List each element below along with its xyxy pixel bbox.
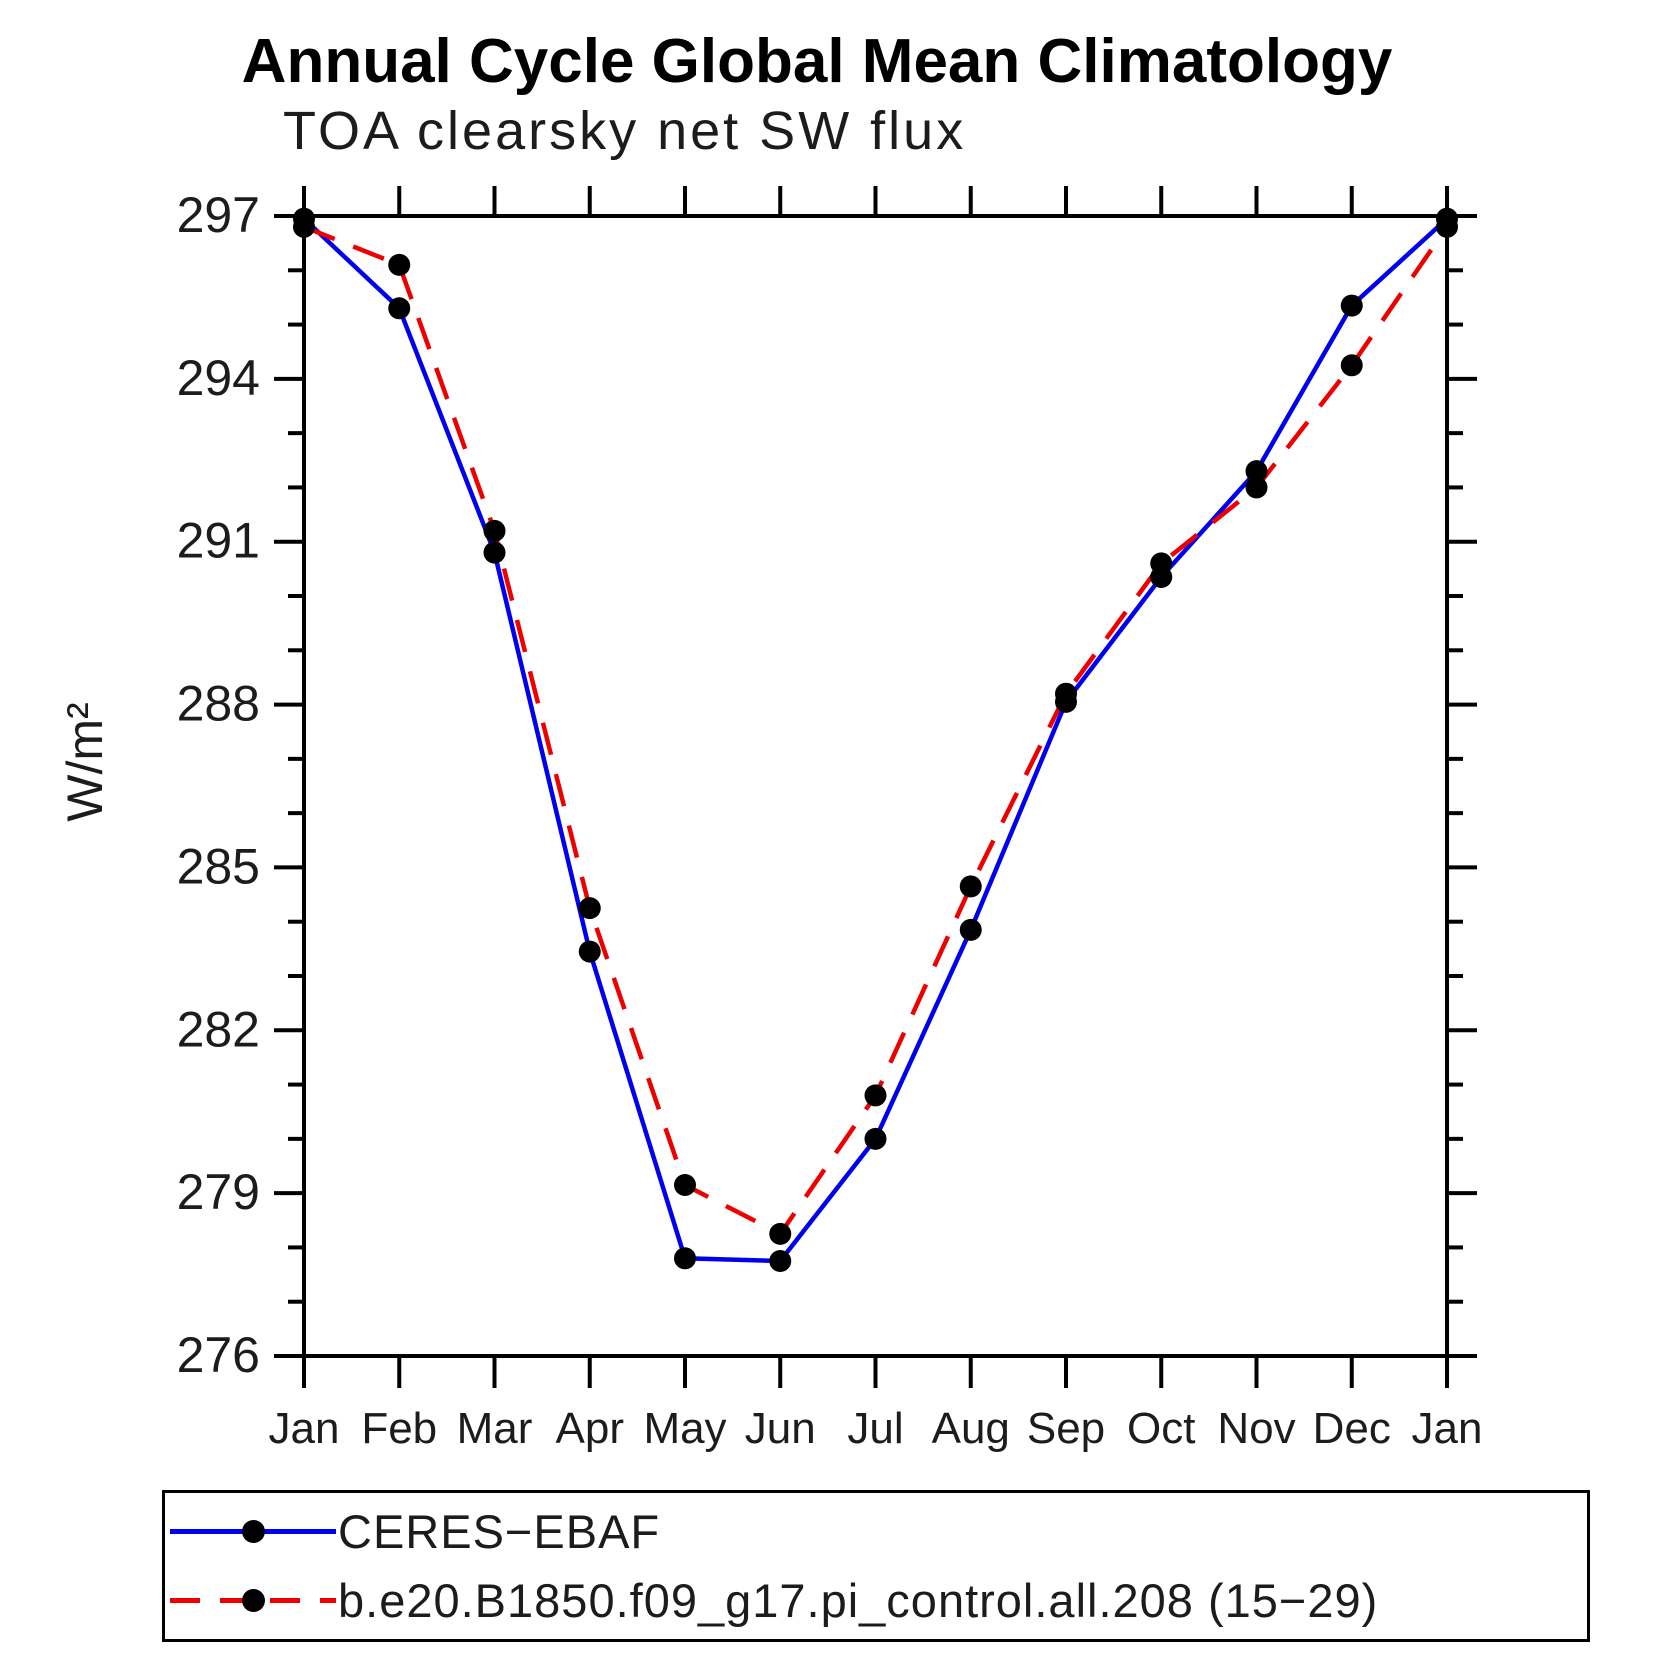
legend: CERES−EBAF b.e20.B1850.f09_g17.pi_contro… — [162, 1490, 1590, 1642]
legend-swatch-dashed-line — [170, 1588, 336, 1612]
data-point-series1-Apr — [578, 897, 601, 920]
data-point-series0-Feb — [388, 297, 411, 320]
legend-swatch-solid-line — [170, 1520, 336, 1544]
data-point-series0-Jun — [769, 1250, 792, 1272]
data-point-series0-Jul — [864, 1127, 887, 1150]
data-point-series1-May — [674, 1174, 696, 1196]
x-tick-label: Jan — [1412, 1404, 1483, 1453]
data-point-series1-Jan — [293, 215, 315, 238]
x-tick-label: Aug — [932, 1404, 1010, 1453]
legend-item-ceres-ebaf: CERES−EBAF — [165, 1502, 1587, 1562]
data-point-series0-Mar — [483, 541, 506, 564]
dot-marker-icon — [242, 1520, 265, 1544]
y-tick-label: 294 — [177, 350, 260, 406]
data-point-series1-Feb — [388, 253, 411, 276]
x-tick-label: May — [643, 1404, 726, 1453]
y-tick-label: 297 — [177, 187, 260, 243]
data-point-series0-Dec — [1340, 294, 1363, 317]
x-tick-label: Nov — [1217, 1404, 1295, 1453]
y-tick-label: 291 — [177, 513, 260, 569]
x-tick-label: Mar — [457, 1404, 533, 1453]
data-point-series1-Nov — [1245, 476, 1268, 499]
x-tick-label: Jan — [269, 1404, 340, 1453]
y-tick-label: 276 — [177, 1327, 260, 1383]
x-tick-label: Jun — [745, 1404, 816, 1453]
x-tick-label: Dec — [1313, 1404, 1391, 1453]
data-point-series1-Oct — [1150, 552, 1173, 575]
data-point-series0-Nov — [1245, 460, 1268, 483]
chart-title: Annual Cycle Global Mean Climatology — [241, 27, 1393, 96]
y-axis-title: W/m² — [57, 702, 113, 821]
legend-label-model-run: b.e20.B1850.f09_g17.pi_control.all.208 (… — [338, 1573, 1379, 1627]
chart-subtitle: TOA clearsky net SW flux — [283, 101, 967, 161]
data-point-series1-Aug — [959, 875, 982, 898]
legend-label-ceres-ebaf: CERES−EBAF — [338, 1505, 661, 1559]
data-point-series1-Jan — [1436, 215, 1458, 238]
data-point-series1-Jul — [864, 1084, 887, 1107]
data-point-series1-Mar — [483, 519, 506, 542]
x-tick-label: Oct — [1127, 1404, 1195, 1453]
y-tick-label: 279 — [177, 1164, 260, 1220]
data-point-series1-Sep — [1055, 682, 1077, 705]
dot-marker-icon — [242, 1588, 265, 1612]
legend-item-model-run: b.e20.B1850.f09_g17.pi_control.all.208 (… — [165, 1570, 1587, 1630]
x-tick-label: Feb — [361, 1404, 437, 1453]
data-point-series0-May — [674, 1247, 696, 1270]
y-tick-label: 285 — [177, 838, 260, 894]
data-point-series1-Jun — [769, 1222, 792, 1245]
series-line-1 — [303, 224, 1449, 1237]
y-tick-label: 288 — [177, 676, 260, 732]
x-tick-label: Sep — [1027, 1404, 1105, 1453]
data-point-series0-Apr — [578, 940, 601, 963]
data-point-series0-Aug — [959, 918, 982, 941]
y-tick-label: 282 — [177, 1001, 260, 1057]
x-tick-label: Apr — [556, 1404, 624, 1453]
x-tick-label: Jul — [847, 1404, 903, 1453]
plot-frame — [302, 214, 1449, 1358]
data-point-series1-Dec — [1340, 354, 1363, 377]
